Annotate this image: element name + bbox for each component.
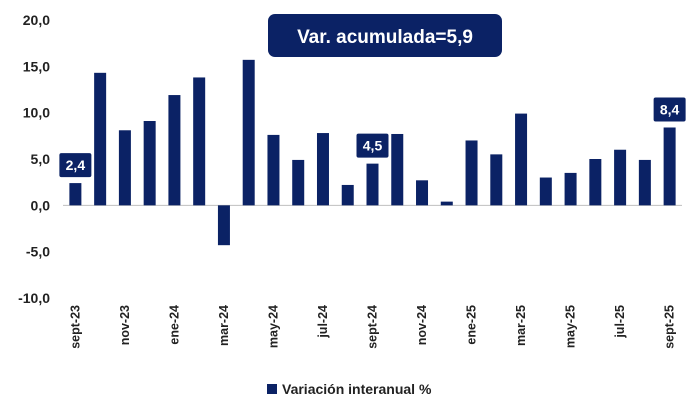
bar-sept-24 <box>366 163 379 206</box>
y-tick-label: 0,0 <box>31 197 51 213</box>
legend-label: Variación interanual % <box>282 381 432 397</box>
x-tick-label: sept-24 <box>366 305 380 349</box>
data-label-box <box>59 153 92 178</box>
bar-mar-24 <box>217 205 230 246</box>
bar-nov-24 <box>416 180 429 206</box>
x-axis-ticks: sept-23 nov-23 ene-24 mar-24 may-24 jul-24 sep… <box>68 305 676 349</box>
legend-swatch <box>267 384 277 394</box>
bar-ene-25 <box>465 140 478 206</box>
x-tick-label: mar-24 <box>217 305 231 346</box>
bar-ago-25 <box>638 159 651 206</box>
bar-jun-24 <box>292 159 305 206</box>
bar-sept-23 <box>69 183 82 206</box>
x-tick-label: may-24 <box>266 305 280 348</box>
accumulated-variation-box: Var. acumulada=5,9 <box>268 14 502 57</box>
bar-abr-24 <box>242 59 255 206</box>
x-tick-label: may-25 <box>564 305 578 348</box>
data-label-box <box>356 133 389 158</box>
bar-abr-25 <box>539 177 552 206</box>
bar-oct-23 <box>94 72 107 206</box>
x-tick-label: ene-25 <box>465 305 479 345</box>
x-tick-label: nov-24 <box>415 305 429 345</box>
data-label-sept-23: 2,4 <box>59 153 92 178</box>
bar-mar-25 <box>515 113 528 206</box>
bar-jul-25 <box>614 149 627 206</box>
y-axis-ticks: 20,0 15,0 10,0 5,0 0,0 -5,0 -10,0 <box>18 12 50 306</box>
bar-ago-24 <box>341 184 354 206</box>
data-label-text: 8,4 <box>660 101 680 117</box>
y-tick-label: 10,0 <box>23 105 50 121</box>
x-tick-label: mar-25 <box>514 305 528 346</box>
x-tick-label: ene-24 <box>167 305 181 345</box>
y-tick-label: -10,0 <box>18 290 50 306</box>
data-label-text: 4,5 <box>363 138 383 154</box>
y-tick-label: 20,0 <box>23 12 50 28</box>
x-tick-label: nov-23 <box>118 305 132 345</box>
data-label-sept-24: 4,5 <box>356 133 389 158</box>
bar-dic-23 <box>143 121 156 206</box>
bar-feb-25 <box>490 154 503 206</box>
x-tick-label: jul-25 <box>613 305 627 339</box>
data-label-box <box>653 97 686 122</box>
y-tick-label: 5,0 <box>31 151 51 167</box>
bar-may-24 <box>267 134 280 206</box>
bar-jun-25 <box>589 159 602 206</box>
data-label-sept-25: 8,4 <box>653 97 686 122</box>
bar-jul-24 <box>316 133 329 206</box>
y-tick-label: -5,0 <box>26 244 50 260</box>
bar-feb-24 <box>193 77 206 206</box>
x-tick-label: sept-25 <box>663 305 677 349</box>
x-tick-label: sept-23 <box>68 305 82 349</box>
data-labels: 2,4 4,5 8,4 <box>59 97 686 178</box>
bar-ene-24 <box>168 95 181 206</box>
x-tick-label: jul-24 <box>316 305 330 339</box>
bar-nov-23 <box>118 130 131 206</box>
bar-dic-24 <box>440 201 453 206</box>
bar-sept-25 <box>663 127 676 206</box>
data-label-text: 2,4 <box>66 157 86 173</box>
bar-may-25 <box>564 172 577 206</box>
bar-oct-24 <box>391 133 404 206</box>
legend: Variación interanual % <box>267 381 432 397</box>
accumulated-variation-text: Var. acumulada=5,9 <box>297 27 473 48</box>
bar-series <box>69 59 676 246</box>
y-tick-label: 15,0 <box>23 58 50 74</box>
